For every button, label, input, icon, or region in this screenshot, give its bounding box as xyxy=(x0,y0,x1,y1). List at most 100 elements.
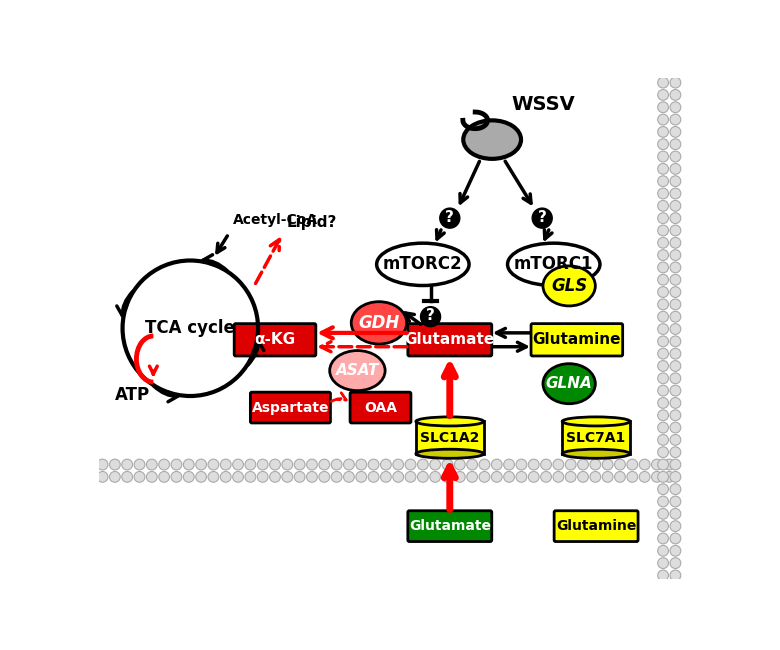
Circle shape xyxy=(670,484,681,495)
Text: α-KG: α-KG xyxy=(254,332,296,347)
Circle shape xyxy=(670,200,681,211)
Circle shape xyxy=(670,348,681,359)
Text: SLC1A2: SLC1A2 xyxy=(420,430,480,445)
Circle shape xyxy=(658,459,668,470)
Circle shape xyxy=(658,176,668,187)
Text: Glutamate: Glutamate xyxy=(409,519,491,533)
Circle shape xyxy=(566,459,576,470)
Circle shape xyxy=(516,459,526,470)
Circle shape xyxy=(658,361,668,371)
Circle shape xyxy=(670,373,681,384)
Circle shape xyxy=(658,188,668,199)
Circle shape xyxy=(658,484,668,495)
Circle shape xyxy=(658,250,668,261)
Ellipse shape xyxy=(330,350,385,391)
Circle shape xyxy=(282,471,292,482)
Circle shape xyxy=(670,77,681,88)
Circle shape xyxy=(658,447,668,458)
FancyBboxPatch shape xyxy=(554,511,638,541)
Circle shape xyxy=(220,459,231,470)
Circle shape xyxy=(381,471,392,482)
Circle shape xyxy=(658,200,668,211)
Circle shape xyxy=(651,459,662,470)
Ellipse shape xyxy=(377,243,469,285)
FancyBboxPatch shape xyxy=(408,511,491,541)
Circle shape xyxy=(664,471,675,482)
Circle shape xyxy=(528,459,539,470)
Circle shape xyxy=(658,558,668,569)
Circle shape xyxy=(405,471,416,482)
Circle shape xyxy=(332,459,342,470)
Circle shape xyxy=(109,459,120,470)
Circle shape xyxy=(670,508,681,519)
Circle shape xyxy=(670,545,681,556)
Circle shape xyxy=(658,496,668,507)
FancyBboxPatch shape xyxy=(408,324,491,356)
Circle shape xyxy=(98,459,108,470)
Circle shape xyxy=(356,459,367,470)
Circle shape xyxy=(578,459,588,470)
Circle shape xyxy=(319,471,330,482)
Circle shape xyxy=(627,471,638,482)
Circle shape xyxy=(196,471,207,482)
Circle shape xyxy=(658,385,668,396)
Circle shape xyxy=(670,521,681,532)
Circle shape xyxy=(670,127,681,137)
Text: TCA cycle: TCA cycle xyxy=(145,319,236,337)
Circle shape xyxy=(670,176,681,187)
Text: mTORC1: mTORC1 xyxy=(514,255,594,274)
Text: mTORC2: mTORC2 xyxy=(383,255,463,274)
Circle shape xyxy=(134,471,145,482)
Circle shape xyxy=(658,287,668,298)
Circle shape xyxy=(442,471,453,482)
Circle shape xyxy=(640,459,650,470)
FancyBboxPatch shape xyxy=(250,392,331,423)
Circle shape xyxy=(541,471,551,482)
Circle shape xyxy=(670,558,681,569)
Circle shape xyxy=(670,471,681,482)
Circle shape xyxy=(368,459,379,470)
Circle shape xyxy=(658,274,668,285)
Circle shape xyxy=(270,471,280,482)
Ellipse shape xyxy=(543,266,595,306)
Circle shape xyxy=(257,459,268,470)
Text: Glutamine: Glutamine xyxy=(556,519,636,533)
Circle shape xyxy=(658,373,668,384)
Circle shape xyxy=(294,471,305,482)
Circle shape xyxy=(658,213,668,224)
Text: GLNA: GLNA xyxy=(546,376,593,391)
Circle shape xyxy=(658,422,668,433)
Circle shape xyxy=(670,188,681,199)
Circle shape xyxy=(651,471,662,482)
Circle shape xyxy=(670,102,681,112)
Circle shape xyxy=(553,459,564,470)
Circle shape xyxy=(491,459,502,470)
Circle shape xyxy=(658,434,668,445)
Text: GLS: GLS xyxy=(551,277,587,295)
Circle shape xyxy=(658,545,668,556)
Circle shape xyxy=(670,570,681,581)
Circle shape xyxy=(442,459,453,470)
Circle shape xyxy=(670,398,681,408)
Circle shape xyxy=(670,324,681,334)
Text: Aspartate: Aspartate xyxy=(252,400,329,415)
Circle shape xyxy=(393,471,403,482)
FancyBboxPatch shape xyxy=(531,324,622,356)
Circle shape xyxy=(566,471,576,482)
Circle shape xyxy=(658,77,668,88)
Circle shape xyxy=(670,213,681,224)
Circle shape xyxy=(343,459,354,470)
Circle shape xyxy=(270,459,280,470)
Circle shape xyxy=(670,533,681,544)
Circle shape xyxy=(491,471,502,482)
Circle shape xyxy=(658,163,668,174)
Circle shape xyxy=(159,459,169,470)
Circle shape xyxy=(658,299,668,310)
Text: ?: ? xyxy=(445,210,454,225)
Circle shape xyxy=(479,471,490,482)
Circle shape xyxy=(664,459,675,470)
Circle shape xyxy=(541,459,551,470)
Circle shape xyxy=(658,521,668,532)
Ellipse shape xyxy=(463,120,521,159)
Circle shape xyxy=(332,471,342,482)
